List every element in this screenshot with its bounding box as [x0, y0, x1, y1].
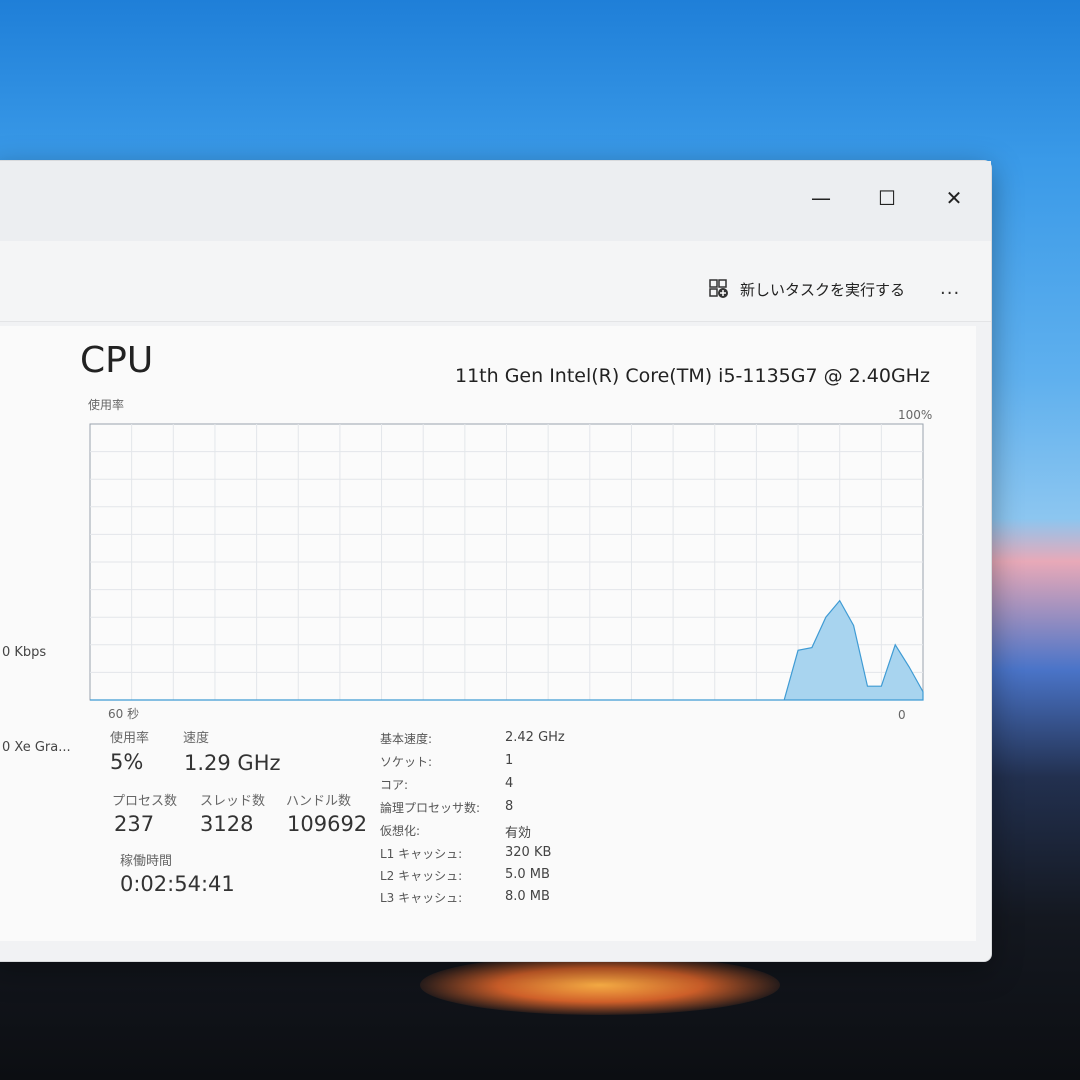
handles-label: ハンドル数 [286, 794, 352, 809]
command-bar [0, 241, 991, 322]
more-options-button[interactable]: ... [940, 278, 961, 299]
uptime-label: 稼働時間 [120, 854, 173, 869]
processes-label: プロセス数 [112, 794, 178, 809]
detail-value: 5.0 MB [505, 867, 550, 882]
usage-label: 使用率 [110, 731, 150, 746]
detail-value: 8.0 MB [505, 889, 550, 904]
maximize-button[interactable]: ☐ [878, 186, 896, 210]
uptime-value: 0:02:54:41 [120, 872, 235, 896]
speed-value: 1.29 GHz [184, 751, 281, 775]
detail-value: 320 KB [505, 845, 552, 860]
detail-key: コア: [380, 778, 409, 792]
detail-key: L2 キャッシュ: [380, 869, 463, 883]
minimize-button[interactable]: — [811, 186, 831, 210]
run-new-task-label: 新しいタスクを実行する [740, 280, 906, 299]
detail-key: L3 キャッシュ: [380, 891, 463, 905]
sidebar-item-network[interactable]: 0 Kbps [2, 645, 47, 660]
detail-value: 2.42 GHz [505, 730, 565, 745]
page-title: CPU [80, 340, 154, 381]
usage-value: 5% [110, 750, 144, 774]
zero-axis-label: 0 [898, 708, 906, 722]
processes-value: 237 [114, 812, 155, 836]
background-campfire [420, 955, 780, 1015]
detail-value: 4 [505, 776, 514, 791]
close-button[interactable]: ✕ [945, 186, 963, 210]
cpu-model: 11th Gen Intel(R) Core(TM) i5-1135G7 @ 2… [455, 365, 930, 387]
threads-label: スレッド数 [200, 794, 266, 809]
threads-value: 3128 [200, 812, 254, 836]
detail-value: 有効 [505, 826, 532, 841]
handles-value: 109692 [287, 812, 368, 836]
detail-key: L1 キャッシュ: [380, 847, 463, 861]
detail-key: 仮想化: [380, 824, 421, 838]
run-task-icon [709, 279, 728, 298]
run-new-task-button[interactable]: 新しいタスクを実行する [708, 278, 905, 300]
speed-label: 速度 [183, 731, 210, 746]
usage-axis-label: 使用率 [88, 398, 125, 412]
detail-key: ソケット: [380, 755, 433, 769]
detail-key: 基本速度: [380, 732, 433, 746]
detail-value: 1 [505, 753, 514, 768]
detail-key: 論理プロセッサ数: [380, 801, 481, 815]
max-axis-label: 100% [898, 408, 933, 422]
sidebar-item-gpu[interactable]: 0 Xe Gra... [2, 740, 71, 755]
detail-value: 8 [505, 799, 514, 814]
time-axis-label: 60 秒 [108, 707, 140, 721]
title-bar: — ☐ ✕ [0, 161, 991, 241]
cpu-usage-graph [89, 423, 924, 701]
